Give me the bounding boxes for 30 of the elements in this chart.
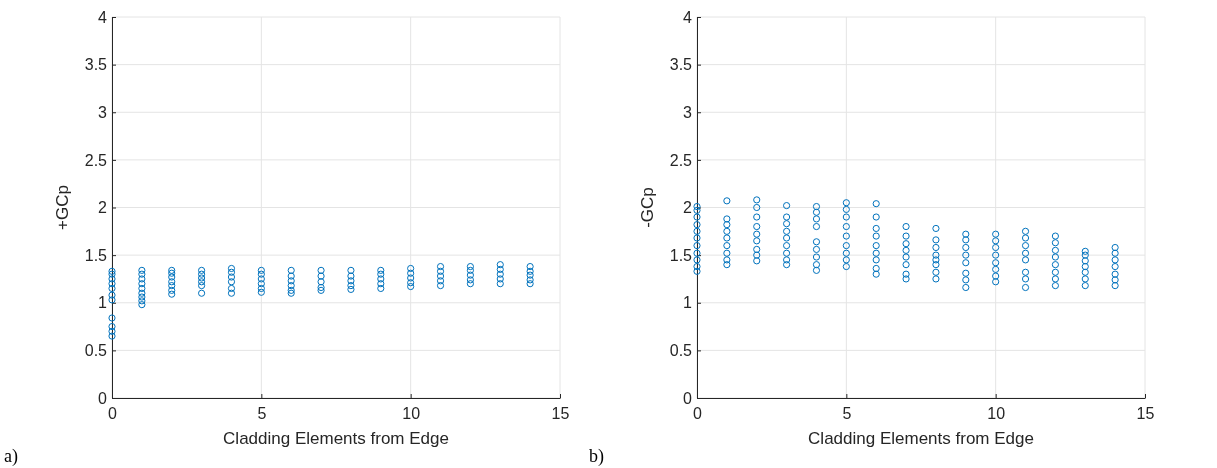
y-tick-label: 3.5 — [84, 56, 108, 74]
x-tick-label: 5 — [842, 404, 852, 422]
y-tick-label: 0 — [683, 389, 693, 407]
text: b) — [589, 446, 604, 467]
y-tick-label: 1 — [683, 294, 693, 312]
y-tick-label: 0.5 — [669, 341, 693, 359]
x-axis-title: Cladding Elements from Edge — [808, 429, 1034, 448]
y-tick-label: 4 — [683, 8, 693, 26]
y-tick-label: 3.5 — [669, 56, 693, 74]
x-tick-label: 15 — [1136, 404, 1155, 422]
x-axis-title: Cladding Elements from Edge — [223, 429, 449, 448]
y-tick-label: 0 — [98, 389, 108, 407]
y-tick-label: 3 — [98, 103, 108, 121]
y-axis-title: -GCp — [638, 187, 657, 228]
y-tick-label: 2.5 — [84, 151, 108, 169]
y-tick-label: 1 — [98, 294, 108, 312]
y-tick-label: 2.5 — [669, 151, 693, 169]
y-tick-label: 2 — [683, 199, 693, 217]
y-tick-label: 3 — [683, 103, 693, 121]
y-tick-label: 1.5 — [84, 246, 108, 264]
y-tick-label: 2 — [98, 199, 108, 217]
text: a) — [4, 446, 18, 467]
x-tick-label: 5 — [257, 404, 267, 422]
x-tick-label: 10 — [402, 404, 421, 422]
y-axis-title: +GCp — [53, 185, 72, 230]
y-tick-label: 1.5 — [669, 246, 693, 264]
x-tick-label: 10 — [987, 404, 1006, 422]
x-tick-label: 15 — [551, 404, 570, 422]
y-tick-label: 4 — [98, 8, 108, 26]
y-tick-label: 0.5 — [84, 341, 108, 359]
